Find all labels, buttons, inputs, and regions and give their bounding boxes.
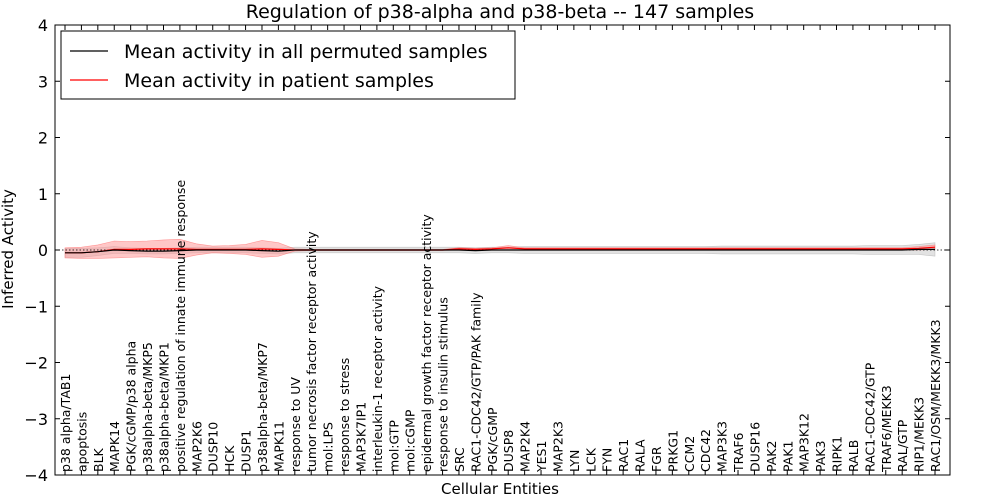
x-tick-label: PRKG1 xyxy=(665,430,680,472)
x-tick-label: RIP1/MEKK3 xyxy=(912,397,927,472)
x-tick-label: tumor necrosis factor receptor activity xyxy=(304,231,319,472)
y-tick-label: −1 xyxy=(24,297,48,316)
x-tick-label: DUSP8 xyxy=(501,430,516,472)
x-tick-label: PAK3 xyxy=(813,441,828,472)
x-tick-label: DUSP1 xyxy=(239,430,254,472)
x-tick-label: interleukin-1 receptor activity xyxy=(370,285,385,472)
legend: Mean activity in all permuted samples Me… xyxy=(60,30,516,100)
x-tick-label: FGR xyxy=(649,446,664,472)
permuted-mean-line xyxy=(65,248,935,254)
legend-permuted-label: Mean activity in all permuted samples xyxy=(124,41,487,63)
y-tick-labels: −4 −3 −2 −1 0 1 2 3 4 xyxy=(24,16,950,485)
legend-box xyxy=(60,30,516,100)
x-tick-label: MAP2K3 xyxy=(551,421,566,472)
x-tick-label: RALA xyxy=(633,439,648,472)
y-tick-label: 0 xyxy=(38,241,48,260)
x-axis-label: Cellular Entities xyxy=(441,480,559,498)
x-tick-label: YES1 xyxy=(534,441,549,473)
x-tick-label: MAP3K12 xyxy=(797,413,812,472)
y-tick-label: 3 xyxy=(38,72,48,91)
y-tick-label: 1 xyxy=(38,185,48,204)
x-tick-label: response to UV xyxy=(288,377,303,472)
y-tick-label: 2 xyxy=(38,129,48,148)
x-tick-label: RAC1/OSM/MEKK3/MKK3 xyxy=(928,319,943,472)
x-tick-label: TRAF6/MEKK3 xyxy=(879,385,894,473)
x-tick-labels: p38 alpha/TAB1 apoptosis BLK MAPK14 PGK/cGMP… xyxy=(58,25,943,475)
x-tick-label: p38alpha-beta/MKP5 xyxy=(140,342,155,472)
x-tick-label: response to insulin stimulus xyxy=(436,297,451,472)
x-tick-label: mol:cGMP xyxy=(403,409,418,472)
x-tick-label: RIPK1 xyxy=(830,436,845,472)
x-tick-label: LCK xyxy=(583,447,598,472)
y-tick-label: −2 xyxy=(24,354,48,373)
x-tick-label: p38alpha-beta/MKP7 xyxy=(255,342,270,472)
x-tick-label: mol:LPS xyxy=(321,422,336,472)
y-tick-label: −3 xyxy=(24,410,48,429)
x-tick-label: response to stress xyxy=(337,358,352,472)
x-tick-label: RAL/GTP xyxy=(895,419,910,472)
x-tick-label: MAP3K3 xyxy=(715,421,730,472)
x-tick-label: MAPK11 xyxy=(271,421,286,472)
x-tick-label: BLK xyxy=(91,447,106,472)
x-tick-label: apoptosis xyxy=(74,412,89,472)
plot-area xyxy=(55,238,950,259)
x-tick-label: PGK/cGMP/p38 alpha xyxy=(124,341,139,472)
y-tick-label: 4 xyxy=(38,16,48,35)
legend-patient-label: Mean activity in patient samples xyxy=(124,70,434,92)
x-tick-label: RAC1-CDC42/GTP/PAK family xyxy=(468,292,483,472)
x-tick-label: CDC42 xyxy=(698,429,713,472)
y-axis-label: Inferred Activity xyxy=(0,189,17,309)
x-tick-label: p38alpha-beta/MKP1 xyxy=(157,342,172,472)
x-tick-label: SRC xyxy=(452,447,467,472)
x-tick-label: LYN xyxy=(567,450,582,472)
y-tick-label: −4 xyxy=(24,466,48,485)
x-tick-label: RAC1-CDC42/GTP xyxy=(862,362,877,472)
x-tick-label: epidermal growth factor receptor activit… xyxy=(419,214,434,472)
x-tick-label: PAK1 xyxy=(780,441,795,472)
x-tick-label: FYN xyxy=(600,448,615,472)
x-tick-label: MAP3K7IP1 xyxy=(354,402,369,472)
x-tick-label: mol:GTP xyxy=(386,420,401,472)
x-tick-label: MAP2K4 xyxy=(518,421,533,472)
x-tick-label: RAC1 xyxy=(616,439,631,472)
x-tick-label: HCK xyxy=(222,445,237,472)
x-tick-label: RALB xyxy=(846,440,861,472)
x-tick-label: positive regulation of innate immune res… xyxy=(173,180,188,472)
plot-frame xyxy=(54,24,951,476)
chart-title: Regulation of p38-alpha and p38-beta -- … xyxy=(246,1,754,23)
x-tick-label: CCM2 xyxy=(682,436,697,472)
x-tick-label: DUSP16 xyxy=(747,422,762,472)
x-tick-label: TRAF6 xyxy=(731,432,746,473)
x-tick-label: PGK/cGMP xyxy=(485,407,500,472)
x-tick-label: PAK2 xyxy=(764,441,779,472)
x-tick-label: MAP2K6 xyxy=(189,421,204,472)
x-tick-label: p38 alpha/TAB1 xyxy=(58,374,73,472)
x-tick-label: DUSP10 xyxy=(206,422,221,472)
x-tick-label: MAPK14 xyxy=(107,421,122,472)
